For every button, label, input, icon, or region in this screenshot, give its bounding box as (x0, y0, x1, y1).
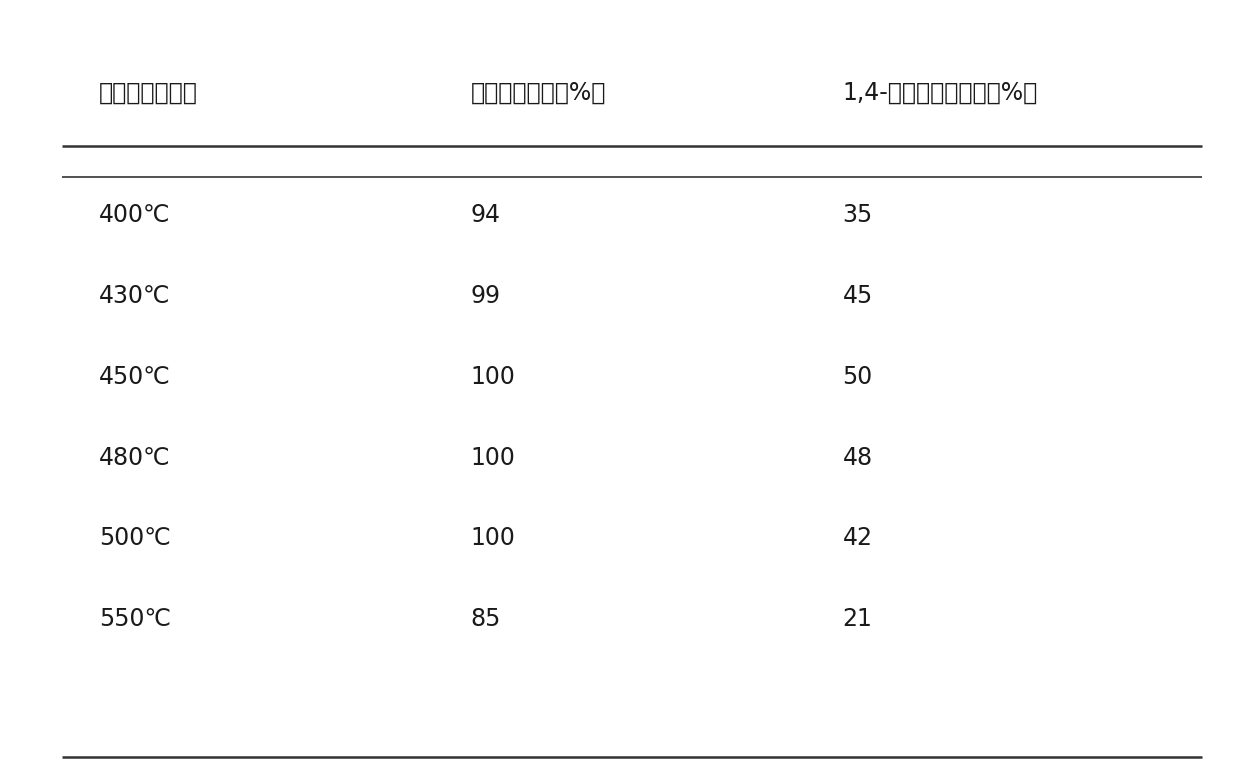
Text: 50: 50 (843, 365, 872, 389)
Text: 550℃: 550℃ (99, 607, 171, 631)
Text: 400℃: 400℃ (99, 203, 171, 228)
Text: 500℃: 500℃ (99, 526, 171, 551)
Text: 1,4-去水山梨醇收率（%）: 1,4-去水山梨醇收率（%） (843, 80, 1038, 105)
Text: 430℃: 430℃ (99, 284, 171, 308)
Text: 85: 85 (471, 607, 502, 631)
Text: 42: 42 (843, 526, 872, 551)
Text: 21: 21 (843, 607, 872, 631)
Text: 480℃: 480℃ (99, 445, 171, 470)
Text: 100: 100 (471, 445, 515, 470)
Text: 100: 100 (471, 365, 515, 389)
Text: 450℃: 450℃ (99, 365, 171, 389)
Text: 纤维素转化率（%）: 纤维素转化率（%） (471, 80, 606, 105)
Text: 94: 94 (471, 203, 501, 228)
Text: 45: 45 (843, 284, 872, 308)
Text: 35: 35 (843, 203, 872, 228)
Text: 催化剂焙烧温度: 催化剂焙烧温度 (99, 80, 198, 105)
Text: 100: 100 (471, 526, 515, 551)
Text: 99: 99 (471, 284, 501, 308)
Text: 48: 48 (843, 445, 872, 470)
